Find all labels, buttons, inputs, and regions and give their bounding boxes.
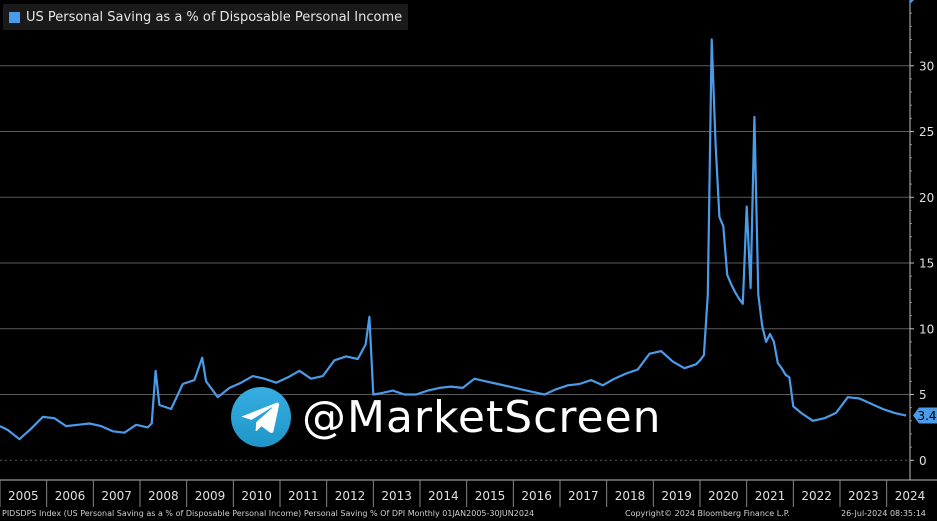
watermark-text: @MarketScreen <box>301 391 662 444</box>
footer: PIDSDPS Index (US Personal Saving as a %… <box>0 508 937 521</box>
x-tick-label: 2024 <box>895 489 926 503</box>
x-tick-label: 2007 <box>101 489 132 503</box>
x-tick-label: 2013 <box>381 489 412 503</box>
legend-swatch <box>9 11 20 23</box>
x-tick-label: 2019 <box>661 489 692 503</box>
x-tick-label: 2011 <box>288 489 319 503</box>
x-tick-label: 2015 <box>475 489 506 503</box>
y-tick-label: 20 <box>919 191 934 205</box>
legend-label: US Personal Saving as a % of Disposable … <box>26 9 403 25</box>
x-tick-label: 2005 <box>8 489 39 503</box>
y-tick-label: 15 <box>919 257 934 271</box>
x-tick-label: 2016 <box>521 489 552 503</box>
y-tick-label: 30 <box>919 59 934 73</box>
y-axis: 0 5 10 15 20 25 30 <box>909 0 934 480</box>
y-axis-top-arrow <box>910 0 914 4</box>
x-tick-label: 2022 <box>801 489 832 503</box>
series-line <box>0 38 907 441</box>
x-tick-label: 2014 <box>428 489 459 503</box>
telegram-icon <box>231 387 291 447</box>
y-tick-label: 0 <box>919 454 927 468</box>
x-tick-label: 2023 <box>848 489 879 503</box>
last-value-label: 3.4 <box>917 409 936 423</box>
x-tick-label: 2021 <box>755 489 786 503</box>
x-tick-label: 2008 <box>148 489 179 503</box>
y-tick-label: 10 <box>919 322 934 336</box>
x-tick-label: 2010 <box>241 489 272 503</box>
x-tick-label: 2012 <box>335 489 366 503</box>
x-tick-label: 2020 <box>708 489 739 503</box>
last-value-marker: 3.4 <box>913 407 937 424</box>
y-tick-label: 25 <box>919 125 934 139</box>
footer-copyright: Copyright© 2024 Bloomberg Finance L.P. <box>625 509 790 518</box>
x-tick-label: 2017 <box>568 489 599 503</box>
gridlines <box>0 65 910 461</box>
x-axis: 2005 2006 2007 2008 2009 2010 2011 2012 2013 2014… <box>0 479 937 507</box>
footer-timestamp: 26-Jul-2024 08:35:14 <box>841 509 926 518</box>
footer-source: PIDSDPS Index (US Personal Saving as a %… <box>2 509 535 518</box>
series-layer <box>0 38 907 441</box>
legend: US Personal Saving as a % of Disposable … <box>3 4 409 30</box>
x-tick-label: 2006 <box>55 489 86 503</box>
watermark: @MarketScreen <box>230 384 662 450</box>
x-tick-label: 2009 <box>195 489 226 503</box>
y-tick-label: 5 <box>919 388 927 402</box>
x-tick-label: 2018 <box>615 489 646 503</box>
last-value-badge <box>913 407 937 424</box>
